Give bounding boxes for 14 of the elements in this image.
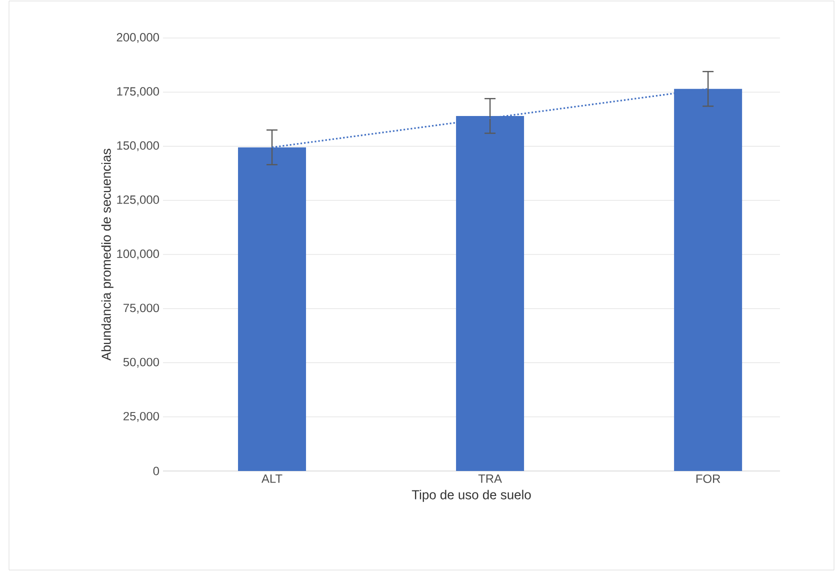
y-tick-label: 0 — [153, 466, 160, 476]
y-tick-label: 50,000 — [123, 358, 160, 368]
x-tick-label: FOR — [696, 474, 720, 483]
y-tick-label: 25,000 — [124, 412, 160, 422]
y-tick-label: 175,000 — [117, 87, 160, 98]
y-tick-label: 75,000 — [124, 304, 160, 314]
y-tick-label: 200,000 — [116, 33, 160, 43]
y-axis-title: Abundancia promedio de secuencias — [101, 148, 114, 361]
x-tick-label: TRA — [478, 474, 502, 483]
x-tick-label: ALT — [262, 474, 282, 483]
y-tick-label: 150,000 — [117, 141, 160, 152]
y-tick-label: 100,000 — [117, 250, 160, 260]
x-axis-title: Tipo de uso de suelo — [412, 490, 531, 502]
y-tick-label: 125,000 — [117, 195, 160, 206]
